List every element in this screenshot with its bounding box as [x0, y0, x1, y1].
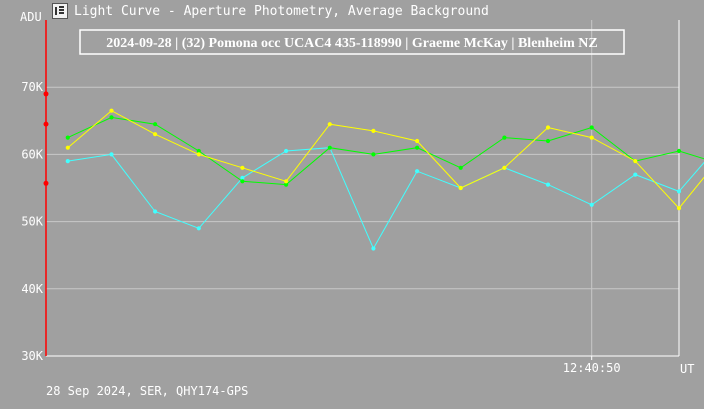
comp2-point: [65, 145, 70, 150]
comp2-point: [109, 108, 114, 113]
comp2-series: [65, 108, 704, 211]
comp2-point: [633, 159, 638, 164]
comp1-point: [65, 135, 70, 140]
comp1-point: [284, 182, 289, 187]
comp1-point: [415, 145, 420, 150]
window-titlebar: Light Curve - Aperture Photometry, Avera…: [0, 0, 704, 24]
comp1-point: [196, 148, 201, 154]
y-tick-label: 70K: [21, 80, 43, 94]
comp2-point: [196, 152, 201, 157]
comp2-point: [240, 165, 245, 170]
comp1-point: [371, 152, 376, 157]
comp2-point: [458, 185, 463, 191]
axis-marker: [43, 180, 49, 186]
chart-title-box: 2024-09-28 | (32) Pomona occ UCAC4 435-1…: [79, 29, 625, 55]
target-point: [196, 226, 201, 231]
comp2-point: [545, 125, 551, 130]
target-point: [371, 246, 376, 251]
comp1-point: [153, 122, 158, 127]
comp2-line: [67, 110, 704, 209]
axis-marker: [43, 91, 49, 97]
recording-info: 28 Sep 2024, SER, QHY174-GPS: [46, 384, 249, 398]
target-point: [589, 202, 594, 207]
comp1-point: [109, 115, 114, 120]
series-layer: [65, 108, 704, 251]
comp2-point: [502, 165, 507, 170]
comp1-point: [502, 135, 507, 140]
target-point: [415, 169, 420, 174]
target-line: [67, 147, 704, 250]
window-title: Light Curve - Aperture Photometry, Avera…: [74, 4, 489, 19]
comp2-point: [589, 135, 594, 140]
comp2-point: [371, 128, 376, 133]
grid-lines: [46, 20, 679, 357]
comp2-point: [153, 132, 158, 137]
comp1-point: [458, 165, 463, 170]
y-tick-label: 30K: [21, 349, 43, 363]
comp1-point: [327, 145, 332, 150]
comp2-point: [284, 179, 289, 184]
comp1-series: [65, 115, 704, 187]
y-tick-label: 40K: [21, 282, 43, 296]
comp1-point: [589, 125, 594, 130]
comp1-point: [545, 138, 551, 144]
target-series: [65, 145, 704, 251]
chart-title: 2024-09-28 | (32) Pomona occ UCAC4 435-1…: [106, 36, 597, 51]
comp2-point: [327, 122, 332, 127]
target-point: [633, 172, 638, 177]
comp2-point: [415, 138, 420, 144]
target-point: [109, 152, 114, 157]
axis-marker: [43, 121, 49, 127]
target-point: [240, 175, 245, 180]
x-axis-label: UT: [680, 362, 694, 376]
target-point: [545, 182, 551, 187]
axes: [43, 20, 680, 360]
target-point: [65, 159, 70, 164]
x-tick-label: 12:40:50: [563, 361, 621, 375]
target-point: [284, 148, 289, 154]
target-point: [676, 189, 682, 194]
comp1-point: [676, 148, 682, 154]
comp2-point: [676, 206, 682, 211]
tick-labels: 30K40K50K60K70K12:40:5012:41:0012:41:101…: [21, 80, 621, 375]
y-tick-label: 50K: [21, 215, 43, 229]
target-point: [153, 209, 158, 214]
y-axis-label: ADU: [20, 10, 42, 24]
comp1-point: [240, 179, 245, 184]
y-tick-label: 60K: [21, 147, 43, 161]
app-icon[interactable]: [52, 3, 68, 19]
